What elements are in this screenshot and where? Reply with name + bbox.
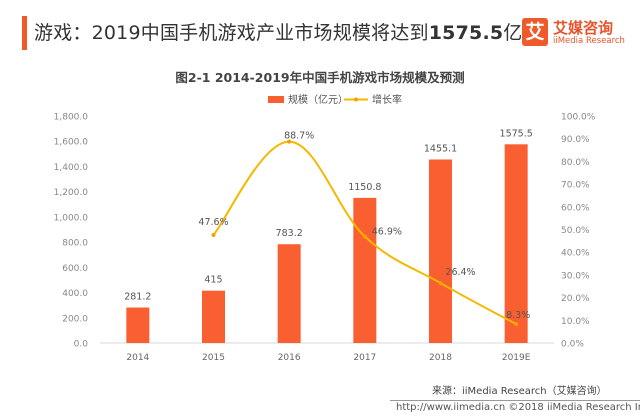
legend-line-label: 增长率 bbox=[372, 93, 402, 106]
bar bbox=[429, 159, 452, 343]
left-tick-label: 1,800.0 bbox=[54, 113, 89, 123]
footer-copyright: http://www.iimedia.cn ©2018 iiMedia Rese… bbox=[396, 402, 640, 413]
bar-value-label: 1455.1 bbox=[424, 143, 457, 154]
right-tick-label: 90.0% bbox=[561, 135, 590, 145]
footer-divider bbox=[390, 400, 640, 401]
growth-rate-label: 26.4% bbox=[445, 267, 475, 278]
iimedia-logo: 艾 艾媒咨询 iiMedia Research bbox=[522, 18, 632, 48]
growth-rate-point bbox=[211, 232, 216, 237]
bar-value-label: 1575.5 bbox=[500, 128, 533, 139]
right-tick-label: 40.0% bbox=[561, 249, 590, 259]
growth-rate-label: 46.9% bbox=[372, 227, 402, 238]
growth-rate-line bbox=[212, 140, 517, 326]
left-tick-label: 400.0 bbox=[62, 289, 88, 299]
right-tick-label: 60.0% bbox=[561, 203, 590, 213]
growth-rate-point bbox=[362, 234, 367, 239]
x-tick-label: 2017 bbox=[353, 353, 376, 363]
left-tick-label: 1,400.0 bbox=[54, 163, 89, 173]
x-axis-labels: 2014 2015 2016 2017 2018 2019E bbox=[126, 353, 530, 363]
left-tick-label: 1,600.0 bbox=[54, 138, 89, 148]
bar-value-label: 281.2 bbox=[124, 292, 151, 303]
x-tick-label: 2016 bbox=[278, 353, 301, 363]
left-tick-label: 600.0 bbox=[62, 264, 88, 274]
x-tick-label: 2019E bbox=[502, 353, 531, 363]
right-axis: 0.0% 10.0% 20.0% 30.0% 40.0% 50.0% 60.0% 70.0% 8… bbox=[561, 113, 596, 350]
bar bbox=[202, 290, 225, 343]
logo-cn-text: 艾媒咨询 bbox=[553, 19, 614, 37]
right-tick-label: 80.0% bbox=[561, 158, 590, 168]
growth-rate-point bbox=[438, 281, 443, 286]
bar bbox=[277, 244, 301, 343]
headline-accent-bar bbox=[22, 16, 27, 50]
logo-en-text: iiMedia Research bbox=[553, 36, 625, 46]
bar-value-label: 1150.8 bbox=[348, 182, 381, 193]
growth-rate-label: 8.3% bbox=[506, 310, 530, 321]
bar-series: 281.2 415 783.2 1150.8 1455.1 1575.5 bbox=[124, 128, 533, 343]
bar bbox=[504, 144, 528, 343]
source-note: 来源：iiMedia Research（艾媒咨询） bbox=[432, 386, 607, 397]
right-tick-label: 30.0% bbox=[561, 271, 590, 281]
headline-value: 1575.5 bbox=[428, 22, 504, 44]
right-tick-label: 0.0% bbox=[561, 340, 584, 350]
bar bbox=[353, 197, 377, 343]
growth-rate-label: 88.7% bbox=[284, 131, 314, 142]
chart-title: 图2-1 2014-2019年中国手机游戏市场规模及预测 bbox=[175, 70, 465, 85]
left-tick-label: 0.0 bbox=[74, 340, 89, 350]
right-tick-label: 100.0% bbox=[561, 113, 596, 123]
x-tick-label: 2018 bbox=[429, 353, 452, 363]
left-axis: 0.0 200.0 400.0 600.0 800.0 1,000.0 1,200.0 1,4… bbox=[54, 113, 89, 350]
legend-bar-swatch bbox=[268, 96, 284, 103]
growth-rate-point bbox=[287, 139, 292, 144]
right-tick-label: 70.0% bbox=[561, 181, 590, 191]
legend: 规模（亿元） 增长率 bbox=[268, 93, 402, 106]
left-tick-label: 1,000.0 bbox=[54, 213, 89, 223]
bar bbox=[126, 307, 150, 343]
growth-rate-point bbox=[514, 322, 519, 327]
left-tick-label: 1,200.0 bbox=[54, 188, 89, 198]
legend-line-marker bbox=[354, 97, 358, 102]
bar-value-label: 783.2 bbox=[276, 228, 303, 239]
logo-icon: 艾 bbox=[522, 18, 548, 46]
right-tick-label: 10.0% bbox=[561, 317, 590, 327]
left-tick-label: 800.0 bbox=[62, 239, 88, 249]
right-tick-label: 20.0% bbox=[561, 294, 590, 304]
growth-rate-points: 47.6% 88.7% 46.9% 26.4% 8.3% bbox=[198, 131, 530, 327]
right-tick-label: 50.0% bbox=[561, 226, 590, 236]
x-tick-label: 2015 bbox=[202, 353, 225, 363]
headline-text: 游戏：2019中国手机游戏产业市场规模将达到 bbox=[34, 22, 429, 44]
left-tick-label: 200.0 bbox=[62, 314, 88, 324]
growth-rate-label: 47.6% bbox=[198, 217, 228, 228]
x-tick-label: 2014 bbox=[126, 353, 149, 363]
bar-value-label: 415 bbox=[204, 275, 222, 286]
legend-bar-label: 规模（亿元） bbox=[288, 93, 348, 106]
